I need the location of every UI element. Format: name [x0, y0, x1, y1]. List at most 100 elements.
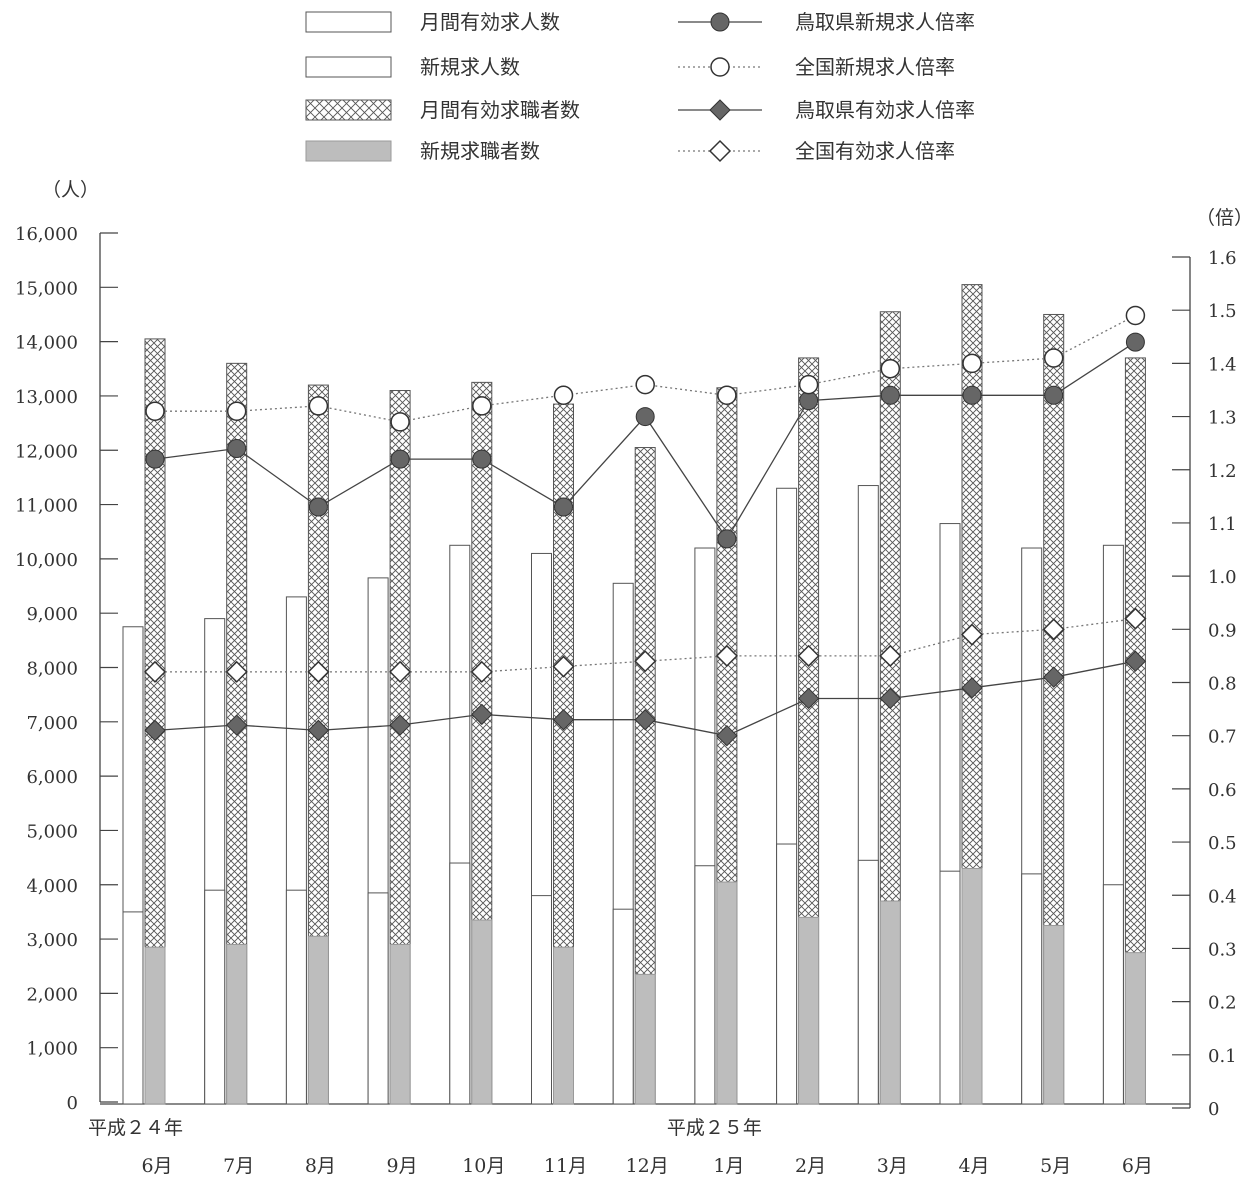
national-effective-ratio-point: [715, 644, 738, 667]
national-new-ratio-point: [308, 396, 329, 416]
left-axis-tick-label: 10,000: [15, 550, 78, 571]
legend-label: 月間有効求人数: [420, 10, 560, 34]
tottori-effective-ratio-point: [797, 687, 820, 710]
legend-label: 全国有効求人倍率: [795, 139, 955, 163]
left-axis-tick-label: 16,000: [15, 224, 78, 245]
national-new-ratio-point: [390, 412, 410, 432]
national-effective-ratio-point: [307, 660, 330, 683]
era-label: 平成２４年: [88, 1117, 183, 1139]
tottori-new-ratio-point: [1044, 385, 1064, 405]
new-job-seekers-bar: [553, 946, 574, 1105]
right-axis-tick-label: 0: [1208, 1099, 1219, 1120]
left-axis-tick-label: 11,000: [15, 496, 78, 517]
x-tick-label: 6月: [141, 1155, 172, 1177]
national-new-ratio-point: [145, 401, 165, 421]
tottori-new-ratio-point: [1125, 332, 1145, 352]
national-new-ratio-point: [553, 385, 574, 406]
axes: （人） （倍） 0 1,000 2,000 3,000 4,000 5,000 6,000 7…: [15, 179, 1253, 1120]
legend-marker: [710, 12, 730, 32]
right-axis-tick-label: 0.2: [1208, 993, 1237, 1014]
tottori-effective-ratio-point: [225, 714, 248, 736]
x-tick-label: 9月: [387, 1155, 418, 1177]
right-axis-tick-label: 1.4: [1208, 354, 1237, 375]
national-effective-ratio-point: [1042, 618, 1065, 641]
era-label: 平成２５年: [667, 1117, 762, 1139]
left-axis-tick-label: 0: [67, 1093, 78, 1114]
tottori-effective-ratio-point: [1124, 650, 1147, 672]
tottori-new-ratio-point: [554, 497, 573, 517]
national-new-ratio-point: [962, 353, 982, 374]
national-effective-ratio-point: [552, 655, 575, 678]
legend-label: 月間有効求職者数: [420, 98, 580, 122]
left-axis-tick-label: 1,000: [26, 1039, 78, 1060]
left-axis-tick-label: 9,000: [26, 604, 78, 625]
right-axis-unit-label: （倍）: [1196, 207, 1253, 229]
new-job-openings-bar: [1021, 873, 1043, 1105]
legend-marker: [708, 139, 732, 163]
national-effective-ratio-point: [143, 660, 167, 683]
new-job-openings-bar: [367, 892, 389, 1105]
new-job-openings-bar: [449, 862, 471, 1105]
national-new-ratio-point: [472, 396, 492, 416]
line-series: [143, 305, 1147, 747]
right-axis-tick-label: 0.6: [1208, 780, 1237, 801]
tottori-effective-ratio-point: [144, 719, 166, 742]
national-effective-ratio-point: [797, 644, 820, 667]
left-axis-tick-label: 14,000: [15, 333, 78, 354]
tottori-effective-ratio-point: [471, 703, 493, 726]
right-axis-tick-label: 1.2: [1208, 461, 1237, 482]
national-new-ratio-point: [635, 374, 655, 395]
new-job-seekers-bar: [798, 916, 820, 1105]
legend-swatch: [305, 99, 392, 121]
national-new-ratio-line: [155, 314, 1136, 423]
x-tick-label: 1月: [713, 1155, 744, 1177]
new-job-openings-bar: [285, 889, 307, 1105]
legend-swatch: [305, 140, 392, 162]
legend-label: 全国新規求人倍率: [795, 55, 955, 79]
left-axis-tick-label: 6,000: [26, 767, 78, 788]
legend-label: 新規求職者数: [420, 139, 540, 163]
tottori-effective-ratio-point: [634, 709, 656, 731]
legend-label: 鳥取県新規求人倍率: [795, 10, 975, 34]
right-axis-tick-label: 1.3: [1208, 408, 1237, 429]
right-axis-tick-label: 1.1: [1208, 514, 1237, 535]
national-new-ratio-point: [717, 385, 737, 406]
legend-marker: [709, 99, 731, 121]
left-axis-tick-label: 15,000: [15, 278, 78, 299]
bar-series: [122, 284, 1146, 1105]
new-job-seekers-bar: [144, 946, 166, 1105]
national-effective-ratio-point: [634, 650, 657, 673]
x-tick-label: 11月: [544, 1155, 587, 1177]
tottori-new-ratio-point: [145, 449, 165, 469]
new-job-seekers-bar: [389, 943, 411, 1105]
x-tick-label: 6月: [1122, 1155, 1153, 1177]
national-new-ratio-point: [1125, 305, 1146, 326]
right-axis-tick-label: 0.4: [1208, 886, 1237, 907]
national-effective-ratio-point: [225, 660, 248, 683]
legend-label: 新規求人数: [420, 55, 520, 79]
new-job-seekers-bar: [226, 943, 248, 1105]
tottori-new-ratio-point: [472, 449, 492, 469]
right-axis-tick-label: 1.0: [1208, 567, 1237, 588]
left-axis-tick-label: 12,000: [15, 441, 78, 462]
tottori-new-ratio-point: [227, 438, 247, 458]
national-new-ratio-point: [226, 401, 247, 421]
tottori-effective-ratio-point: [879, 687, 902, 710]
legend-label: 鳥取県有効求人倍率: [795, 98, 975, 122]
national-effective-ratio-point: [470, 660, 493, 683]
left-axis-tick-label: 3,000: [26, 930, 78, 951]
national-new-ratio-point: [1043, 348, 1064, 368]
national-effective-ratio-point: [879, 644, 902, 667]
tottori-new-ratio-point: [717, 529, 737, 549]
left-axis-tick-label: 5,000: [26, 821, 78, 842]
tottori-effective-ratio-point: [307, 719, 330, 742]
tottori-new-ratio-point: [962, 385, 982, 405]
right-axis-tick-label: 0.9: [1208, 620, 1237, 641]
x-tick-label: 3月: [877, 1155, 908, 1177]
legend-marker: [710, 57, 730, 77]
right-axis-tick-label: 0.3: [1208, 939, 1237, 960]
left-axis-tick-label: 7,000: [26, 713, 78, 734]
